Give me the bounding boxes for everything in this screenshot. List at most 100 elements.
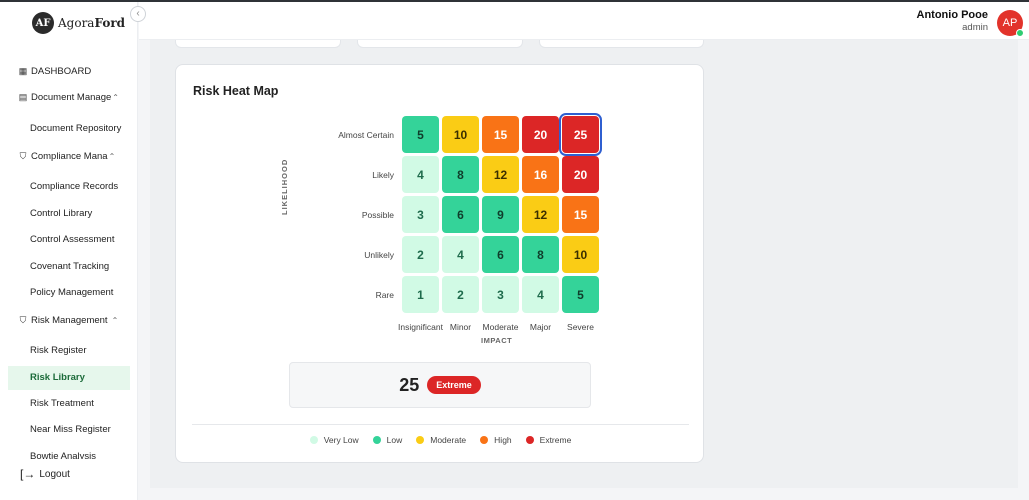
chevron-up-icon: ⌃ — [111, 315, 119, 325]
logout-button[interactable]: [→ Logout — [20, 467, 70, 481]
heat-map-cell[interactable]: 8 — [522, 236, 559, 273]
legend-dot-icon — [372, 436, 381, 444]
legend-item: High — [480, 435, 512, 445]
sidebar-item-document-management[interactable]: ▤ Document Manage ⌃ — [8, 85, 130, 109]
legend-dot-icon — [416, 436, 425, 444]
user-name: Antonio Pooe — [916, 9, 989, 21]
heat-map-cell[interactable]: 16 — [522, 156, 559, 193]
chevron-up-icon: ⌃ — [112, 92, 119, 102]
sidebar-item-label: Document Manage — [31, 91, 112, 103]
risk-level-badge: Extreme — [427, 376, 481, 394]
heat-map-cell[interactable]: 15 — [482, 116, 519, 153]
legend-dot-icon — [309, 436, 318, 444]
heat-map-cell[interactable]: 4 — [442, 236, 479, 273]
sidebar-item-compliance-records[interactable]: Compliance Records — [30, 181, 119, 192]
divider — [192, 424, 689, 425]
heat-map-cell[interactable]: 2 — [402, 236, 439, 273]
heat-map-cell[interactable]: 10 — [442, 116, 479, 153]
sidebar-item-label: Compliance Mana — [31, 150, 108, 162]
sidebar-item-risk-register[interactable]: Risk Register — [30, 345, 87, 356]
legend-item: Extreme — [525, 435, 572, 445]
logo-text-bold: Ford — [94, 16, 126, 30]
likelihood-row-label: Likely — [372, 170, 394, 180]
likelihood-row-label: Rare — [375, 290, 394, 300]
chevron-left-icon: ‹ — [136, 8, 140, 19]
y-axis-label: LIKELIHOOD — [280, 158, 289, 215]
heat-map-cell[interactable]: 4 — [522, 276, 559, 313]
heat-map-cell[interactable]: 12 — [482, 156, 519, 193]
shield-icon: ⛉ — [19, 314, 27, 325]
chevron-up-icon: ⌃ — [108, 151, 116, 161]
risk-score-value: 25 — [399, 374, 420, 395]
summary-card-stub — [539, 40, 704, 48]
likelihood-row-label: Possible — [361, 210, 394, 220]
logo-text-light: Agora — [58, 16, 95, 30]
summary-card-stub — [357, 40, 523, 48]
heat-map-cell[interactable]: 20 — [522, 116, 559, 153]
impact-column-label: Severe — [567, 322, 594, 332]
legend-dot-icon — [525, 436, 534, 444]
heat-map-cell[interactable]: 5 — [562, 276, 599, 313]
impact-column-label: Moderate — [482, 322, 519, 332]
heat-map-cell[interactable]: 1 — [402, 276, 439, 313]
user-info[interactable]: Antonio Pooe admin — [917, 9, 989, 33]
heat-map-cell[interactable]: 3 — [482, 276, 519, 313]
legend-item: Very Low — [309, 435, 359, 445]
likelihood-row-label: Unlikely — [364, 250, 394, 260]
x-axis-label: IMPACT — [481, 336, 513, 345]
heat-map-cell[interactable]: 12 — [522, 196, 559, 233]
online-status-icon — [1016, 29, 1024, 37]
sidebar-item-risk-library[interactable]: Risk Library — [8, 366, 130, 390]
brand-logo[interactable]: AF AgoraFord — [32, 12, 125, 34]
heat-map-cell[interactable]: 6 — [442, 196, 479, 233]
legend-dot-icon — [480, 436, 489, 444]
heat-map-cell[interactable]: 9 — [482, 196, 519, 233]
document-icon: ▤ — [18, 91, 28, 102]
heat-map-cell[interactable]: 5 — [402, 116, 439, 153]
sidebar-item-risk-treatment[interactable]: Risk Treatment — [30, 398, 94, 409]
heat-map-cell[interactable]: 6 — [482, 236, 519, 273]
sidebar-item-compliance-management[interactable]: ⛉ Compliance Mana ⌃ — [8, 144, 130, 168]
impact-column-label: Insignificant — [398, 322, 443, 332]
sidebar-item-document-repository[interactable]: Document Repository — [30, 123, 122, 134]
heat-map-cell[interactable]: 8 — [442, 156, 479, 193]
sidebar-item-label: Risk Management — [31, 314, 108, 326]
top-border — [0, 0, 1029, 2]
heat-map-cell[interactable]: 4 — [402, 156, 439, 193]
legend-label: Very Low — [323, 435, 359, 445]
heat-map-cell[interactable]: 15 — [562, 196, 599, 233]
sidebar: AF AgoraFord ▦ DASHBOARD ▤ Document Mana… — [0, 2, 138, 500]
sidebar-item-label: DASHBOARD — [31, 65, 92, 77]
legend-item: Low — [372, 435, 403, 445]
legend-label: Low — [386, 435, 403, 445]
impact-column-label: Minor — [449, 322, 472, 332]
sidebar-collapse-button[interactable]: ‹ — [130, 6, 146, 22]
top-header: Antonio Pooe admin AP — [139, 2, 1029, 40]
heat-map-cell[interactable]: 2 — [442, 276, 479, 313]
legend-label: Extreme — [539, 435, 572, 445]
heat-map-cell[interactable]: 10 — [562, 236, 599, 273]
summary-card-stub — [175, 40, 341, 48]
sidebar-item-near-miss-register[interactable]: Near Miss Register — [30, 424, 111, 435]
card-title: Risk Heat Map — [193, 84, 279, 98]
legend-item: Moderate — [416, 435, 466, 445]
sidebar-item-dashboard[interactable]: ▦ DASHBOARD — [8, 59, 130, 83]
sidebar-item-covenant-tracking[interactable]: Covenant Tracking — [30, 261, 110, 272]
sidebar-item-control-library[interactable]: Control Library — [30, 208, 93, 219]
likelihood-row-label: Almost Certain — [338, 130, 394, 140]
sidebar-item-risk-management[interactable]: ⛉ Risk Management ⌃ — [8, 308, 130, 332]
heat-map-cell[interactable]: 3 — [402, 196, 439, 233]
risk-heat-map-card: Risk Heat Map LIKELIHOOD IMPACT 25 Extre… — [175, 64, 704, 463]
impact-column-label: Major — [529, 322, 552, 332]
logout-label: Logout — [39, 468, 70, 480]
sidebar-item-bowtie-analysis[interactable]: Bowtie Analysis — [30, 451, 97, 459]
sidebar-item-policy-management[interactable]: Policy Management — [30, 287, 114, 298]
legend-label: High — [494, 435, 512, 445]
heat-map-cell[interactable]: 25 — [559, 113, 602, 156]
heat-map-legend: Very Low Low Moderate High Extreme — [176, 435, 705, 445]
shield-check-icon: ⛉ — [19, 150, 27, 161]
logo-mark: AF — [32, 12, 54, 34]
user-role: admin — [962, 22, 988, 33]
sidebar-item-control-assessment[interactable]: Control Assessment — [30, 234, 115, 245]
heat-map-cell[interactable]: 20 — [562, 156, 599, 193]
